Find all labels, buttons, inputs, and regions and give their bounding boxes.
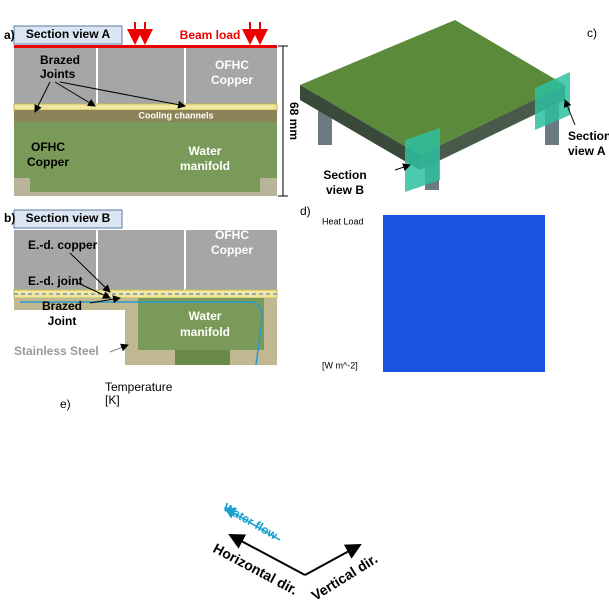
label: E.-d. copper (28, 238, 98, 252)
label: OFHC (31, 140, 65, 154)
label: d) (300, 204, 311, 218)
label: view A (568, 144, 606, 158)
label: OFHC (215, 58, 249, 72)
panel-a (14, 22, 288, 196)
label: Temperature (105, 380, 173, 394)
label: e) (60, 397, 71, 411)
label: Section (323, 168, 366, 182)
label: Section (568, 129, 609, 143)
label: Copper (211, 243, 253, 257)
label: [W m^-2] (322, 360, 358, 370)
label: Joints (40, 67, 76, 81)
label: Brazed (40, 53, 80, 67)
label: E.-d. joint (28, 274, 83, 288)
label: Stainless Steel (14, 344, 99, 358)
label: [K] (105, 393, 120, 407)
label: 68 mm (287, 102, 301, 140)
label: manifold (180, 325, 230, 339)
figure: a)Section view ABeam loadBrazedJointsOFH… (0, 0, 609, 610)
label: Brazed (42, 299, 82, 313)
label: Section view B (26, 211, 111, 225)
label: c) (587, 26, 597, 40)
label: Section view A (26, 27, 111, 41)
label: Joint (48, 314, 77, 328)
label: Water flow (221, 500, 281, 543)
label: b) (4, 211, 15, 225)
label: view B (326, 183, 364, 197)
panel-d (383, 215, 545, 372)
label: a) (4, 28, 15, 42)
label: Beam load (180, 28, 241, 42)
label: Heat Load (322, 216, 364, 226)
label: OFHC (215, 228, 249, 242)
label: Copper (27, 155, 69, 169)
label: Vertical dir. (308, 550, 380, 603)
label: Water (189, 144, 222, 158)
panel-c (300, 20, 575, 192)
label: Copper (211, 73, 253, 87)
label: Water (189, 309, 222, 323)
label: manifold (180, 159, 230, 173)
label: Cooling channels (138, 110, 213, 120)
